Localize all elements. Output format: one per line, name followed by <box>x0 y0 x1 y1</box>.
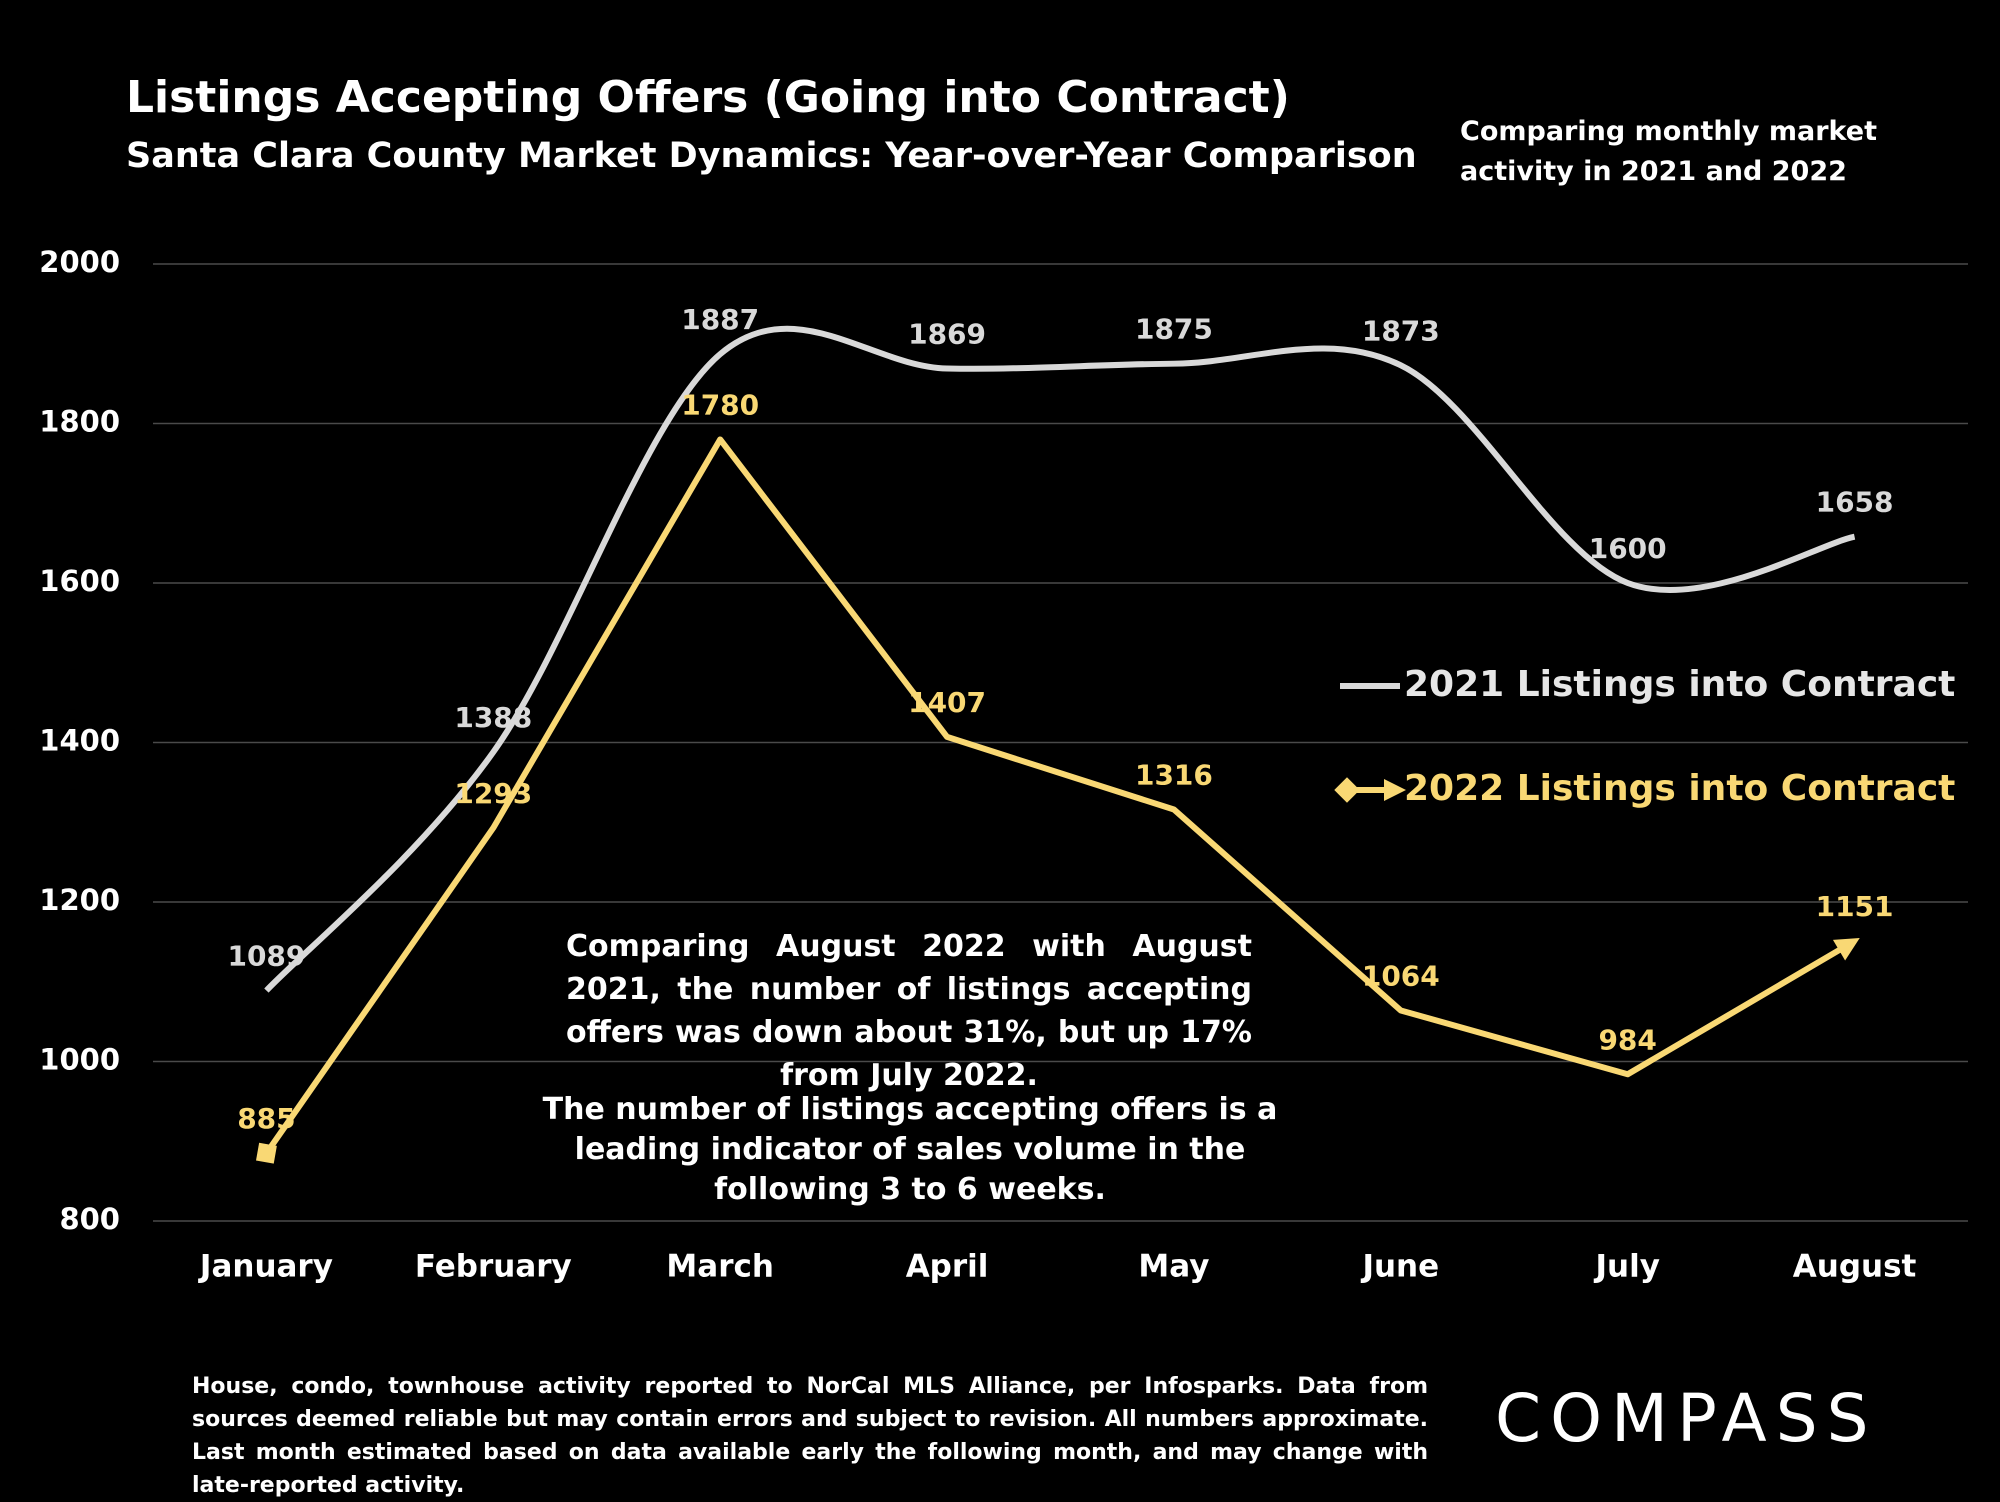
start-marker <box>256 1142 277 1164</box>
y-tick-label: 1000 <box>39 1043 120 1077</box>
data-label: 1780 <box>681 388 759 421</box>
x-tick-label: May <box>1138 1249 1209 1285</box>
data-label: 1873 <box>1362 314 1440 347</box>
data-label: 1151 <box>1816 890 1894 923</box>
x-tick-label: April <box>906 1249 989 1285</box>
note: Comparing monthly market activity in 202… <box>1460 112 1877 192</box>
data-label: 1316 <box>1135 758 1213 791</box>
data-label: 1089 <box>227 940 305 973</box>
legend-label: 2022 Listings into Contract <box>1404 768 1955 809</box>
legend-arrow <box>1384 779 1406 801</box>
logo: COMPASS <box>1495 1380 1878 1457</box>
line-series <box>264 325 1856 993</box>
chart-title: Listings Accepting Offers (Going into Co… <box>126 72 1290 123</box>
data-label: 984 <box>1598 1023 1656 1056</box>
data-label: 1388 <box>454 701 532 734</box>
footnote: House, condo, townhouse activity reporte… <box>192 1374 1428 1498</box>
end-arrow <box>1832 938 1860 961</box>
data-label: 885 <box>237 1102 295 1135</box>
annotation: The number of listings accepting offers … <box>542 1092 1278 1207</box>
data-label: 1887 <box>681 303 759 336</box>
y-tick-label: 1600 <box>39 564 120 598</box>
x-tick-label: July <box>1593 1249 1659 1285</box>
data-label: 1600 <box>1589 532 1667 565</box>
line-series <box>263 436 1857 1155</box>
y-tick-label: 800 <box>59 1202 120 1236</box>
y-tick-label: 1800 <box>39 405 120 439</box>
chart-subtitle: Santa Clara County Market Dynamics: Year… <box>126 136 1417 176</box>
data-label: 1293 <box>454 777 532 810</box>
x-tick-label: March <box>666 1249 774 1285</box>
note-line: activity in 2021 and 2022 <box>1460 156 1847 187</box>
x-tick-label: June <box>1360 1249 1439 1285</box>
annotation: Comparing August 2022 with August 2021, … <box>566 929 1252 1093</box>
legend-label: 2021 Listings into Contract <box>1404 664 1955 705</box>
data-label: 1875 <box>1135 313 1213 346</box>
x-tick-label: January <box>198 1249 333 1285</box>
x-tick-label: August <box>1793 1249 1917 1285</box>
y-tick-label: 1200 <box>39 883 120 917</box>
data-label: 1407 <box>908 686 986 719</box>
data-label: 1658 <box>1816 486 1894 519</box>
y-tick-label: 1400 <box>39 724 120 758</box>
y-tick-label: 2000 <box>39 245 120 279</box>
data-label: 1064 <box>1362 959 1440 992</box>
legend-marker <box>1334 777 1360 803</box>
x-tick-label: February <box>415 1249 572 1285</box>
note-line: Comparing monthly market <box>1460 116 1877 147</box>
data-label: 1869 <box>908 317 986 350</box>
